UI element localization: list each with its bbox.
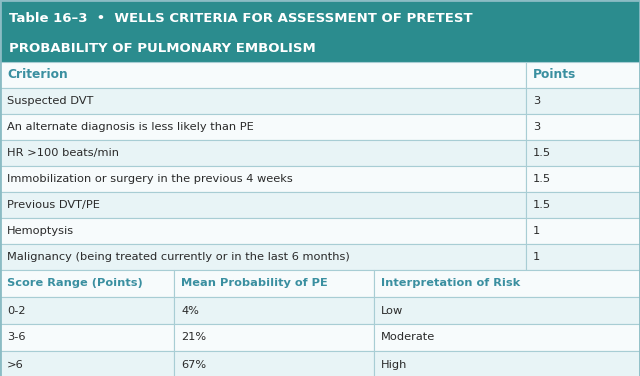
Bar [526, 218, 640, 244]
Text: 3-6: 3-6 [7, 332, 26, 343]
Text: Table 16–3  •  WELLS CRITERIA FOR ASSESSMENT OF PRETEST: Table 16–3 • WELLS CRITERIA FOR ASSESSME… [9, 12, 472, 24]
Bar [0, 88, 526, 114]
Text: 1: 1 [533, 226, 540, 236]
Text: High: High [381, 359, 407, 370]
Text: Hemoptysis: Hemoptysis [7, 226, 74, 236]
Bar [0, 166, 526, 192]
Text: 1: 1 [533, 252, 540, 262]
Bar [374, 351, 640, 376]
Bar [174, 351, 374, 376]
Bar [526, 88, 640, 114]
Bar [526, 140, 640, 166]
Bar [0, 351, 174, 376]
Text: 67%: 67% [181, 359, 206, 370]
Text: Immobilization or surgery in the previous 4 weeks: Immobilization or surgery in the previou… [7, 174, 292, 184]
Bar [0, 297, 174, 324]
Bar [0, 192, 526, 218]
Bar [374, 297, 640, 324]
Bar [0, 140, 526, 166]
Bar [0, 218, 526, 244]
Text: 1.5: 1.5 [533, 200, 551, 210]
Text: 4%: 4% [181, 305, 199, 315]
Bar [526, 244, 640, 270]
Text: An alternate diagnosis is less likely than PE: An alternate diagnosis is less likely th… [7, 122, 253, 132]
Bar [174, 324, 374, 351]
Text: Criterion: Criterion [7, 68, 68, 82]
Bar [0, 114, 526, 140]
Text: Mean Probability of PE: Mean Probability of PE [181, 279, 328, 288]
Bar [526, 166, 640, 192]
Text: 3: 3 [533, 96, 540, 106]
Bar [374, 270, 640, 297]
Text: 21%: 21% [181, 332, 206, 343]
Text: 3: 3 [533, 122, 540, 132]
Text: Previous DVT/PE: Previous DVT/PE [7, 200, 100, 210]
Text: HR >100 beats/min: HR >100 beats/min [7, 148, 119, 158]
Bar [174, 270, 374, 297]
Bar [0, 244, 526, 270]
Text: Interpretation of Risk: Interpretation of Risk [381, 279, 520, 288]
Text: 0-2: 0-2 [7, 305, 26, 315]
Bar [526, 192, 640, 218]
Bar [174, 297, 374, 324]
Text: 1.5: 1.5 [533, 174, 551, 184]
Text: Malignancy (being treated currently or in the last 6 months): Malignancy (being treated currently or i… [7, 252, 349, 262]
Text: 1.5: 1.5 [533, 148, 551, 158]
Text: >6: >6 [7, 359, 24, 370]
Bar [374, 324, 640, 351]
Bar [0, 324, 174, 351]
Bar [0, 62, 526, 88]
Bar [526, 114, 640, 140]
Text: Points: Points [533, 68, 577, 82]
Bar [526, 62, 640, 88]
Text: Low: Low [381, 305, 403, 315]
Bar [0, 0, 640, 62]
Text: Moderate: Moderate [381, 332, 435, 343]
Bar [0, 270, 174, 297]
Text: Suspected DVT: Suspected DVT [7, 96, 93, 106]
Text: PROBABILITY OF PULMONARY EMBOLISM: PROBABILITY OF PULMONARY EMBOLISM [9, 41, 316, 55]
Text: Score Range (Points): Score Range (Points) [7, 279, 143, 288]
